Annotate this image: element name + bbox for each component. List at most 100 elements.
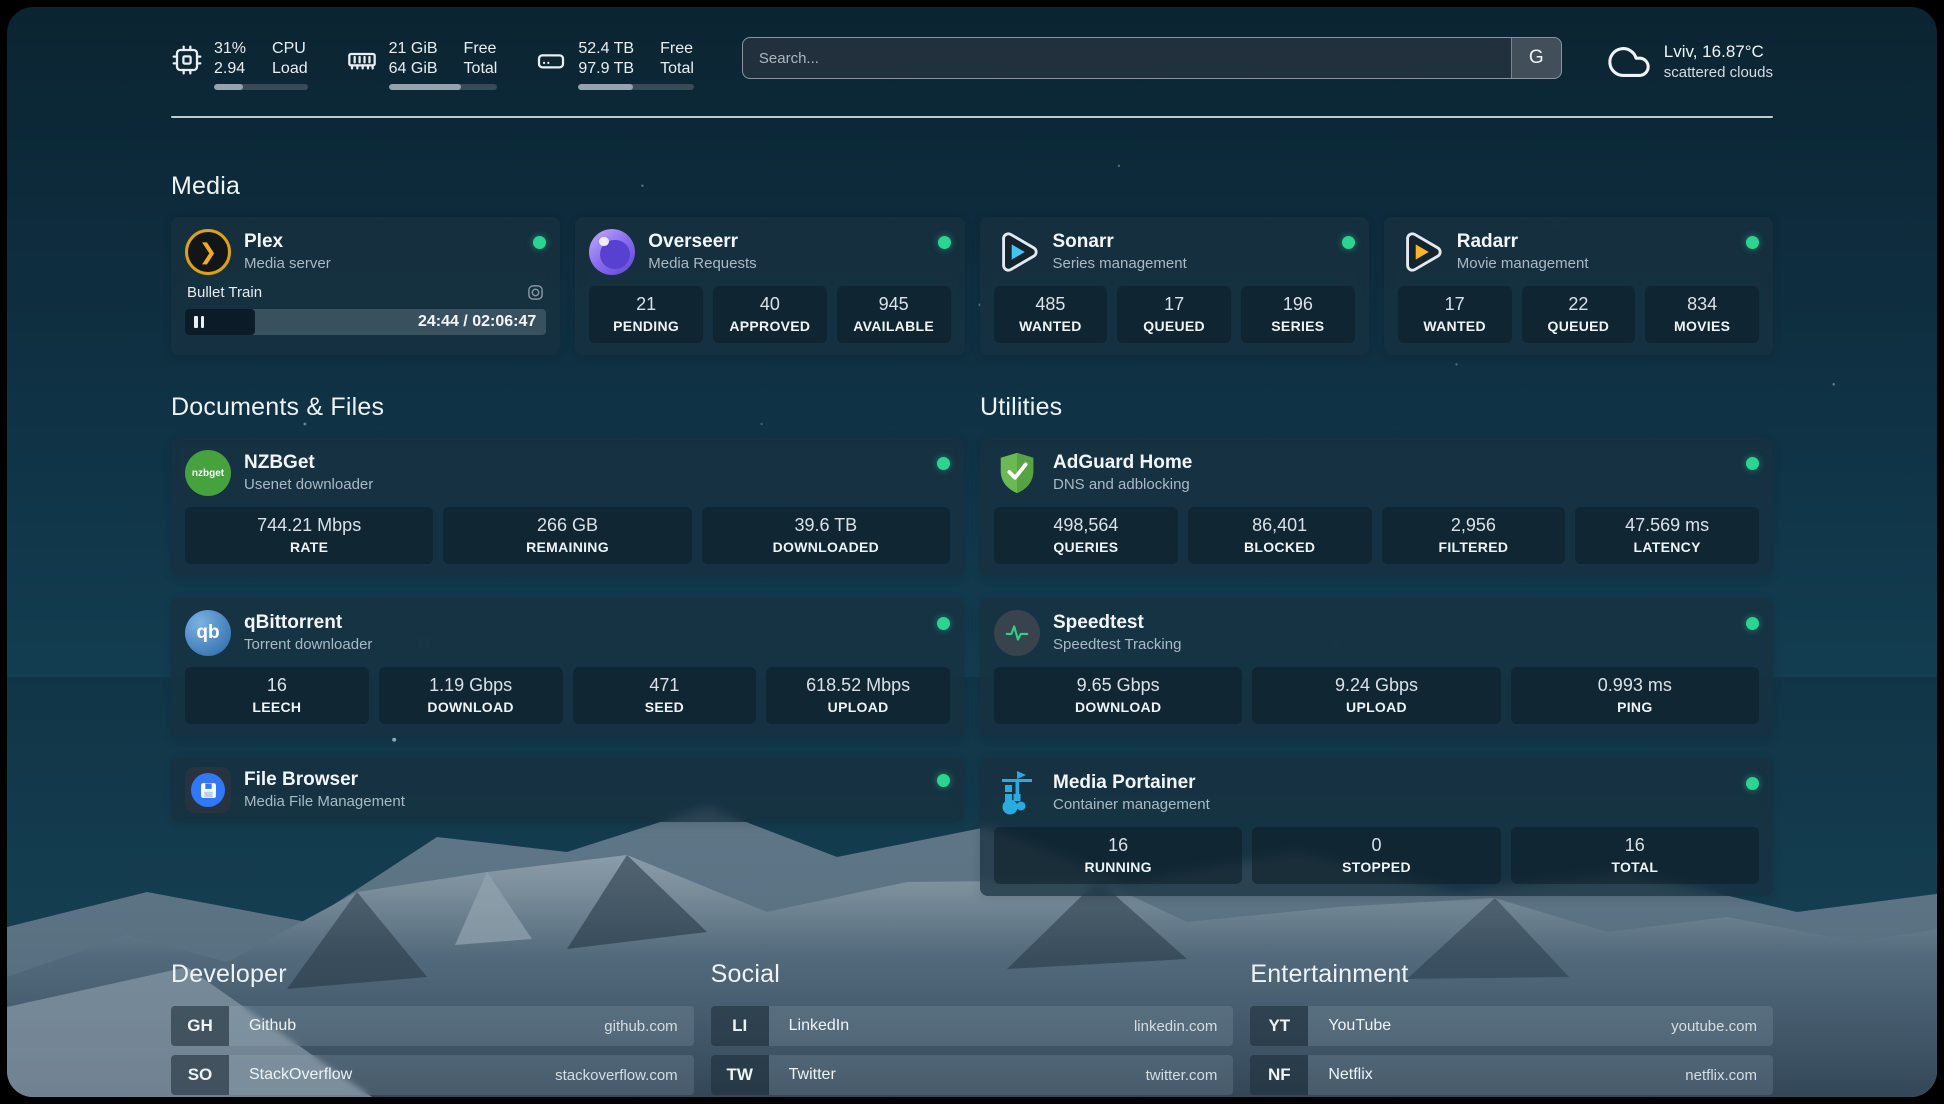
stat-block: 196 SERIES [1241, 286, 1355, 343]
bookmark-label: StackOverflow [249, 1066, 353, 1083]
memory-values: 21 GiB 64 GiB [388, 40, 438, 77]
bookmark-youtube[interactable]: YT YouTube youtube.com [1250, 1006, 1773, 1046]
service-card-filebrowser[interactable]: File Browser Media File Management [171, 758, 964, 822]
status-dot [937, 617, 950, 630]
bookmark-netflix[interactable]: NF Netflix netflix.com [1250, 1055, 1773, 1095]
dashboard-window: 31% 2.94 CPU Load [7, 7, 1937, 1097]
stat-block: 21 PENDING [589, 286, 703, 343]
disk-widget: 52.4 TB 97.9 TB Free Total [535, 39, 694, 90]
portainer-icon [994, 770, 1040, 816]
bookmark-label: YouTube [1328, 1017, 1392, 1034]
bookmark-group-developer: Developer GH Github github.com SO StackO… [171, 960, 694, 1097]
bookmark-linkedin[interactable]: LI LinkedIn linkedin.com [710, 1006, 1234, 1046]
stat-block: 485 WANTED [993, 286, 1108, 343]
stat-block: 0.993 ms PING [1510, 667, 1759, 724]
bookmark-stackoverflow[interactable]: SO StackOverflow stackoverflow.com [171, 1055, 694, 1095]
playback-progress-bar: 24:44 / 02:06:47 [185, 309, 547, 335]
stat-block: 618.52 Mbps UPLOAD [766, 667, 950, 724]
section-title-utilities: Utilities [980, 393, 1063, 421]
bookmark-twitter[interactable]: TW Twitter twitter.com [710, 1055, 1234, 1095]
stat-block: 17 QUEUED [1117, 286, 1231, 343]
service-card-sonarr[interactable]: Sonarr Series management 485 WANTED 17 QUE… [979, 217, 1369, 355]
stat-block: 17 WANTED [1397, 286, 1512, 343]
pause-icon [194, 316, 204, 328]
disk-progress-bar [578, 84, 694, 90]
section-title-documents: Documents & Files [171, 393, 385, 421]
stat-block: 744.21 Mbps RATE [185, 507, 434, 564]
memory-icon [346, 44, 378, 90]
stat-block: 266 GB REMAINING [443, 507, 692, 564]
search-input[interactable] [741, 37, 1562, 79]
cpu-widget: 31% 2.94 CPU Load [171, 39, 308, 90]
service-title: Media Portainer [1053, 772, 1196, 793]
service-card-speedtest[interactable]: Speedtest Speedtest Tracking 9.65 Gbps DO… [980, 598, 1773, 736]
bookmark-label: Netflix [1328, 1066, 1373, 1083]
service-card-radarr[interactable]: Radarr Movie management 17 WANTED 22 QUEUE… [1383, 217, 1773, 355]
service-card-nzbget[interactable]: nzbget NZBGet Usenet downloader 744.21 M… [171, 438, 964, 576]
service-subtitle: Speedtest Tracking [1053, 636, 1182, 653]
service-title: Overseerr [648, 231, 739, 252]
bookmark-github[interactable]: GH Github github.com [171, 1006, 694, 1046]
stat-block: 498,564 QUERIES [994, 507, 1178, 564]
bookmark-abbr: YT [1250, 1006, 1309, 1046]
service-subtitle: Media Requests [648, 255, 757, 272]
adguard-icon [994, 450, 1040, 496]
stat-block: 0 STOPPED [1252, 827, 1501, 884]
section-title-media: Media [171, 172, 241, 200]
service-title: Plex [244, 231, 284, 252]
cloud-icon [1606, 39, 1652, 85]
service-card-adguard[interactable]: AdGuard Home DNS and adblocking 498,564 Q… [980, 438, 1773, 576]
bookmark-abbr: LI [710, 1006, 769, 1046]
stat-block: 1.19 Gbps DOWNLOAD [378, 667, 563, 724]
stat-block: 22 QUEUED [1521, 286, 1636, 343]
cpu-labels: CPU Load [272, 40, 308, 77]
service-subtitle: Media File Management [244, 793, 405, 810]
bookmark-group-entertainment: Entertainment YT YouTube youtube.com NF … [1250, 960, 1773, 1097]
stat-block: 945 AVAILABLE [836, 286, 951, 343]
stat-block: 47.569 ms LATENCY [1575, 507, 1759, 564]
stat-block: 16 RUNNING [994, 827, 1243, 884]
bookmark-url: github.com [604, 1017, 678, 1035]
bookmark-group-social: Social LI LinkedIn linkedin.com TW Twitt… [710, 960, 1234, 1097]
cpu-progress-bar [214, 84, 308, 90]
filebrowser-icon [185, 767, 231, 813]
service-title: Speedtest [1053, 612, 1144, 633]
section-title-entertainment: Entertainment [1250, 960, 1409, 988]
service-card-portainer[interactable]: Media Portainer Container management 16 R… [980, 758, 1773, 896]
status-dot [937, 457, 950, 470]
bookmark-label: Twitter [788, 1066, 836, 1083]
status-dot [1746, 236, 1759, 249]
search-provider-button[interactable]: G [1510, 38, 1561, 78]
cpu-values: 31% 2.94 [214, 40, 247, 77]
bookmark-label: LinkedIn [788, 1017, 850, 1034]
stat-block: 2,956 FILTERED [1381, 507, 1566, 564]
qbittorrent-icon: qb [185, 610, 231, 656]
disk-labels: Free Total [660, 40, 694, 77]
stat-block: 86,401 BLOCKED [1187, 507, 1372, 564]
stat-block: 471 SEED [572, 667, 757, 724]
stat-block: 834 MOVIES [1645, 286, 1759, 343]
speedtest-icon [994, 610, 1040, 656]
stat-block: 16 LEECH [185, 667, 369, 724]
service-subtitle: Usenet downloader [244, 476, 374, 493]
bookmark-abbr: SO [171, 1055, 229, 1095]
bookmark-abbr: NF [1250, 1055, 1309, 1095]
service-title: Sonarr [1052, 231, 1114, 252]
weather-widget: Lviv, 16.87°C scattered clouds [1606, 37, 1773, 85]
disk-values: 52.4 TB 97.9 TB [578, 40, 635, 77]
weather-condition: scattered clouds [1663, 64, 1773, 81]
service-card-qbittorrent[interactable]: qb qBittorrent Torrent downloader 16 LEEC… [171, 598, 964, 736]
service-title: qBittorrent [244, 612, 343, 633]
memory-labels: Free Total [463, 40, 498, 77]
bookmark-abbr: GH [171, 1006, 229, 1046]
section-title-social: Social [710, 960, 780, 988]
section-documents: Documents & Files nzbget NZBGet Usenet d… [171, 393, 964, 918]
service-subtitle: Container management [1053, 796, 1210, 813]
status-dot [1341, 236, 1355, 249]
service-card-plex[interactable]: ❯ Plex Media server Bullet Train [171, 217, 561, 355]
service-card-overseerr[interactable]: Overseerr Media Requests 21 PENDING 40 APP… [575, 217, 965, 355]
memory-widget: 21 GiB 64 GiB Free Total [346, 39, 498, 90]
resource-widgets: 31% 2.94 CPU Load [171, 37, 694, 90]
stat-block: 9.24 Gbps UPLOAD [1252, 667, 1501, 724]
now-playing-view-icon[interactable] [527, 284, 544, 301]
